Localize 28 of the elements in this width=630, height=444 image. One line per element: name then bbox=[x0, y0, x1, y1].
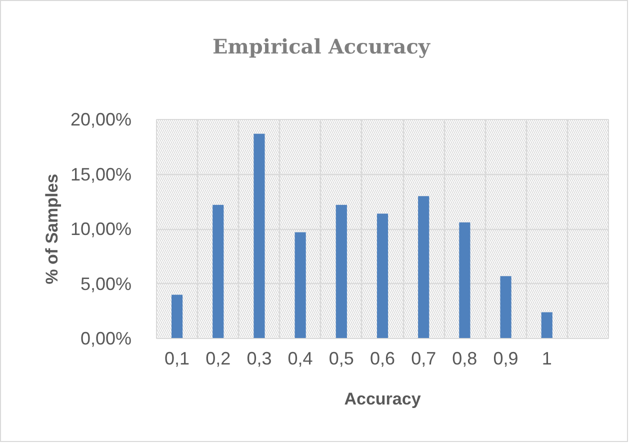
x-tick-label: 0,3 bbox=[246, 348, 272, 368]
x-tick-label: 0,4 bbox=[288, 348, 313, 368]
x-tick-label: 1 bbox=[542, 348, 552, 368]
x-tick-label: 0,1 bbox=[164, 348, 190, 368]
bar bbox=[418, 196, 430, 338]
x-tick-label: 0,2 bbox=[206, 348, 231, 368]
bar bbox=[459, 222, 470, 338]
bar bbox=[254, 134, 265, 338]
bar bbox=[172, 294, 183, 338]
bar bbox=[500, 276, 512, 338]
bar bbox=[541, 312, 552, 338]
y-tick-label: 5,00% bbox=[80, 274, 132, 294]
chart-title: Empirical Accuracy bbox=[212, 34, 432, 58]
bar bbox=[294, 232, 306, 338]
y-tick-label: 10,00% bbox=[70, 219, 132, 239]
y-tick-label: 20,00% bbox=[70, 110, 132, 130]
x-tick-label: 0,7 bbox=[411, 348, 436, 368]
bar bbox=[212, 204, 224, 338]
x-tick-label: 0,5 bbox=[328, 348, 354, 368]
x-axis-title: Accuracy bbox=[344, 390, 422, 408]
x-tick-label: 0,6 bbox=[370, 348, 396, 368]
bar bbox=[376, 214, 388, 338]
bar bbox=[336, 204, 347, 338]
x-tick-label: 0,8 bbox=[452, 348, 478, 368]
y-axis-title: % of Samples bbox=[42, 174, 62, 284]
x-tick-label: 0,9 bbox=[493, 348, 518, 368]
y-tick-label: 15,00% bbox=[70, 164, 132, 184]
y-tick-label: 0,00% bbox=[80, 328, 132, 348]
